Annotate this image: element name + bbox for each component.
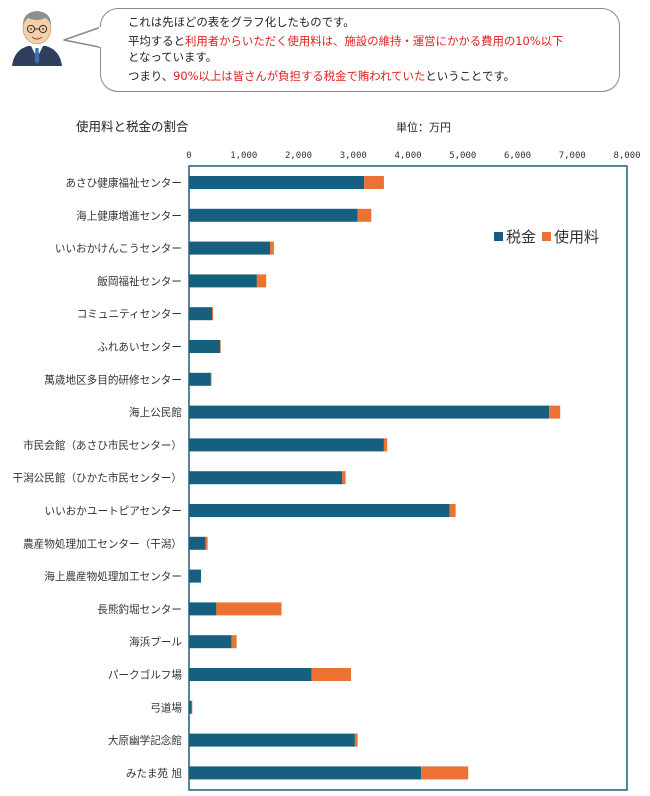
category-label: 海浜プール [129, 636, 182, 649]
x-tick-label: 2,000 [285, 151, 312, 161]
category-label: 海上農産物処理加工センター [44, 570, 182, 583]
x-tick-label: 5,000 [449, 151, 476, 161]
speech-line-1: これは先ほどの表をグラフ化したものです。 [128, 15, 355, 29]
fee-bar [449, 504, 456, 517]
tax-bar [189, 766, 422, 780]
presenter-avatar [12, 11, 62, 66]
tax-bar [189, 176, 365, 189]
category-label: パークゴルフ場 [108, 669, 183, 682]
fee-bar [311, 668, 352, 681]
tax-bar [189, 536, 206, 550]
category-label: コミュニティセンター [77, 309, 182, 321]
tax-bar [189, 635, 232, 649]
fee-bar [231, 635, 237, 649]
fee-bar [342, 471, 346, 485]
x-tick-label: 0 [186, 151, 191, 161]
speech-line-3: つまり、90%以上は皆さんが負担する税金で賄われていたということです。 [128, 68, 515, 83]
tax-bar [189, 602, 217, 616]
category-label: いいおかけんこうセンター [55, 243, 182, 255]
legend-label-fee: 使用料 [554, 228, 599, 246]
fee-bar [216, 602, 282, 616]
category-label: 萬歳地区多目的研修センター [44, 373, 182, 386]
category-label: 飯岡福祉センター [97, 275, 182, 288]
tax-bar [189, 504, 450, 517]
speech-line-2: 平均すると利用者からいただく使用料は、施設の維持・運営にかかる費用の10%以下と… [128, 33, 564, 65]
category-label: 農産物処理加工センター（干潟） [23, 537, 182, 550]
tax-bar [189, 405, 550, 419]
chart-title: 使用料と税金の割合 [76, 119, 189, 134]
legend-swatch-tax [494, 232, 503, 241]
category-label: 海上公民館 [129, 406, 182, 419]
category-label: 市民会館（あさひ市民センター） [23, 439, 182, 452]
x-tick-label: 7,000 [559, 151, 586, 161]
tax-bar [189, 700, 192, 714]
tax-bar [189, 307, 212, 321]
fee-bar [354, 733, 358, 747]
tax-bar [189, 340, 221, 353]
fee-bar [270, 241, 274, 255]
tax-bar [189, 274, 257, 288]
x-tick-label: 4,000 [394, 151, 421, 161]
fee-bar [364, 176, 384, 189]
fee-bar [357, 208, 372, 222]
fee-bar [211, 307, 214, 321]
fee-bar [210, 372, 212, 386]
fee-bar [205, 536, 208, 550]
category-label: 長熊釣堀センター [97, 603, 182, 616]
legend-label-tax: 税金 [506, 228, 536, 246]
x-tick-label: 8,000 [613, 151, 640, 161]
category-label: いいおかユートピアセンター [44, 506, 182, 518]
tax-bar [189, 733, 355, 747]
fee-bar [256, 274, 267, 288]
tax-bar [189, 471, 343, 485]
unit-label: 単位：万円 [396, 121, 451, 134]
fee-bar [220, 340, 221, 353]
fee-bar [383, 438, 388, 452]
tax-bar [189, 569, 202, 583]
tax-bar [189, 668, 312, 681]
tax-bar [189, 438, 384, 452]
legend-swatch-fee [542, 232, 551, 241]
x-tick-label: 6,000 [504, 151, 531, 161]
category-label: あさひ健康福祉センター [65, 177, 182, 190]
x-tick-label: 3,000 [340, 151, 367, 161]
speech-bubble [100, 8, 620, 92]
category-label: 弓道場 [150, 701, 182, 714]
tax-bar [189, 241, 271, 255]
fee-bar [191, 700, 193, 714]
category-label: 大原幽学記念館 [108, 734, 182, 747]
fee-bar [549, 405, 561, 419]
x-tick-label: 1,000 [230, 151, 257, 161]
tax-bar [189, 208, 358, 222]
category-label: ふれあいセンター [97, 342, 182, 354]
speech-bubble-text: これは先ほどの表をグラフ化したものです。 平均すると利用者からいただく使用料は、… [128, 14, 608, 84]
category-label: 干潟公民館（ひかた市民センター） [13, 472, 183, 485]
speech-bubble-tail [63, 25, 105, 49]
plot-area-frame [188, 165, 628, 791]
category-label: 海上健康増進センター [76, 209, 182, 222]
category-label: みたま苑 旭 [126, 767, 182, 780]
fee-bar [421, 766, 469, 780]
tax-bar [189, 372, 211, 386]
